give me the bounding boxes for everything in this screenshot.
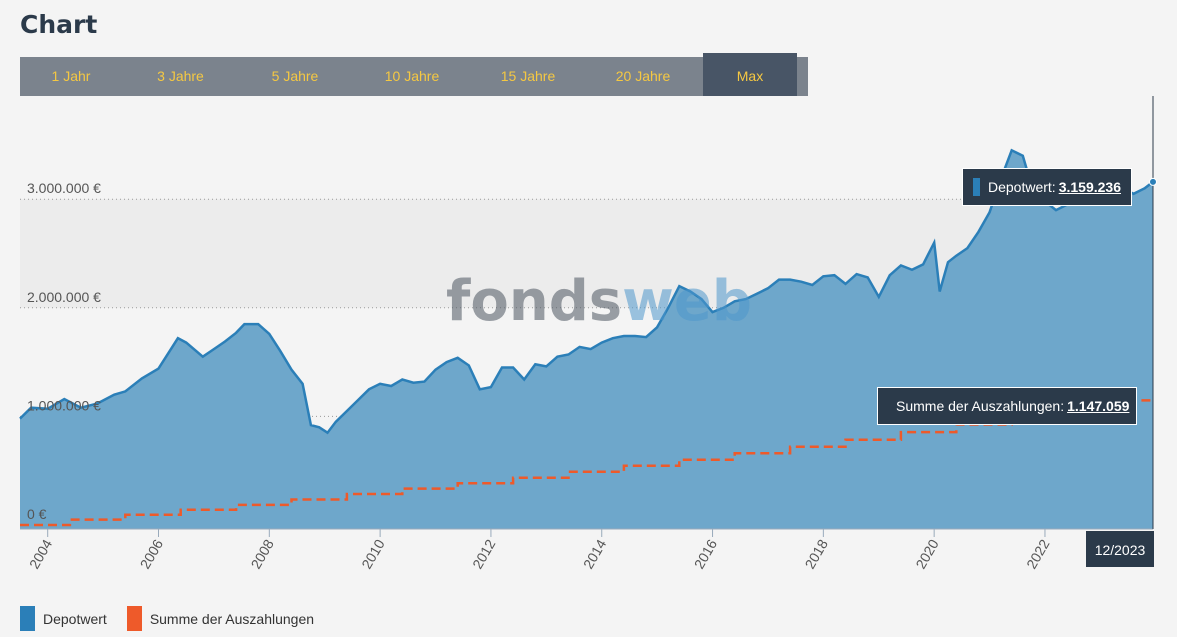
depotwert-area [20, 150, 1153, 530]
chart-canvas: fondsweb 0 € 1.000.000 € 2.000.000 € 3.000.0… [19, 96, 1157, 571]
depotwert-hover-marker [1149, 177, 1157, 186]
x-tick-label-5: 2014 [580, 536, 610, 571]
legend-item-auszahlungen[interactable]: Summe der Auszahlungen [126, 606, 315, 631]
period-tab-bar: 1 Jahr 3 Jahre 5 Jahre 10 Jahre 15 Jahre 20 J… [20, 53, 808, 96]
auszahlungen-tooltip-value: 1.147.059 [1067, 398, 1130, 414]
auszahlungen-tooltip: Summe der Auszahlungen: 1.147.059 [877, 387, 1137, 425]
page-title: Chart [20, 10, 98, 39]
watermark: fondsweb [446, 269, 752, 334]
legend-label-auszahlungen: Summe der Auszahlungen [149, 610, 315, 627]
x-tick-label-7: 2018 [802, 536, 832, 571]
depotwert-tooltip: Depotwert: 3.159.236 [962, 168, 1132, 206]
depotwert-tooltip-value: 3.159.236 [1058, 179, 1121, 195]
tab-5-jahre[interactable]: 5 Jahre [271, 68, 319, 84]
x-tick-label-2: 2008 [247, 536, 277, 571]
date-badge: 12/2023 [1086, 531, 1154, 567]
y-tick-label-2: 2.000.000 € [27, 289, 101, 305]
tab-3-jahre[interactable]: 3 Jahre [157, 68, 204, 84]
depotwert-line [19, 148, 1154, 435]
tab-1-jahr[interactable]: 1 Jahr [51, 68, 91, 84]
x-tick-label-4: 2012 [469, 536, 499, 571]
tab-10-jahre[interactable]: 10 Jahre [384, 68, 440, 84]
y-tick-label-0: 0 € [27, 506, 47, 522]
x-tick-label-8: 2020 [912, 536, 942, 571]
x-tick-label-3: 2010 [358, 536, 388, 571]
x-tick-label-9: 2022 [1023, 536, 1053, 571]
x-tick-label-1: 2006 [137, 536, 167, 571]
chart-legend: Depotwert Summe der Auszahlungen [20, 606, 334, 631]
legend-swatch-auszahlungen [126, 606, 142, 631]
y-tick-label-1: 1.000.000 € [27, 397, 101, 413]
tab-max[interactable]: Max [703, 53, 797, 96]
legend-item-depotwert[interactable]: Depotwert [20, 606, 107, 631]
legend-label-depotwert: Depotwert [43, 610, 107, 627]
tab-20-jahre[interactable]: 20 Jahre [615, 68, 671, 84]
x-tick-label-6: 2016 [691, 536, 721, 571]
legend-swatch-depotwert [20, 606, 35, 631]
depotwert-tooltip-marker [973, 178, 980, 196]
auszahlungen-tooltip-label: Summe der Auszahlungen: [896, 398, 1065, 414]
depotwert-tooltip-label: Depotwert: [988, 179, 1056, 195]
tab-15-jahre[interactable]: 15 Jahre [500, 68, 556, 84]
y-tick-label-3: 3.000.000 € [27, 180, 101, 196]
x-tick-label-0: 2004 [26, 536, 56, 571]
